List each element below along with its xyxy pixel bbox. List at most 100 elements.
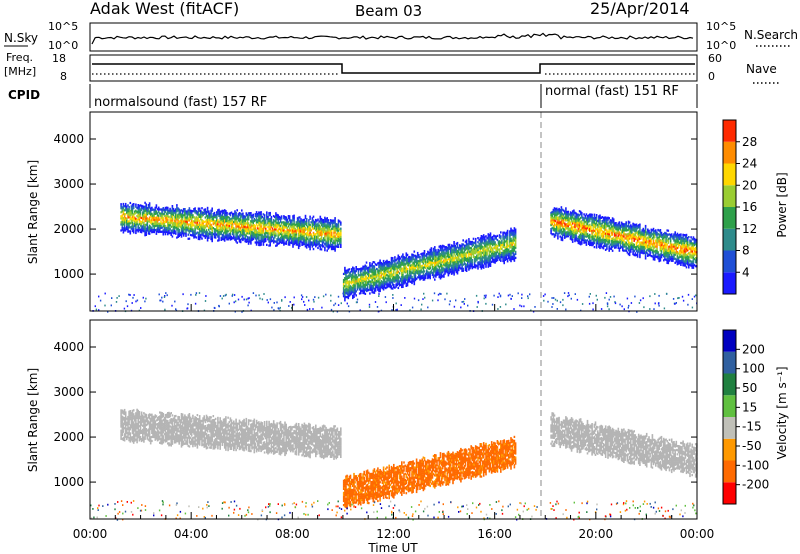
power-echo-cell xyxy=(177,221,179,224)
power-echo-cell xyxy=(340,223,342,226)
power-echo-cell xyxy=(138,227,141,230)
power-echo-cell xyxy=(189,215,192,218)
power-echo-cell xyxy=(200,217,202,221)
power-echo-cell xyxy=(506,242,509,245)
nave-right-tick-top: 60 xyxy=(708,52,722,65)
power-echo-cell xyxy=(220,226,223,229)
power-echo-cell xyxy=(220,238,223,241)
power-echo-cell xyxy=(157,218,160,221)
power-echo-cell xyxy=(124,205,127,208)
power-echo-cell xyxy=(160,222,162,225)
power-echo-cell xyxy=(340,237,342,240)
power-echo-cell xyxy=(153,218,155,221)
power-echo-cell xyxy=(468,238,470,241)
power-echo-cell xyxy=(309,223,311,226)
power-echo-cell xyxy=(173,221,176,224)
power-echo-cell xyxy=(171,229,174,232)
power-echo-cell xyxy=(163,230,166,234)
power-echo-cell xyxy=(489,234,492,237)
power-echo-cell xyxy=(155,204,158,207)
power-echo-cell xyxy=(164,227,167,230)
power-echo-cell xyxy=(210,223,212,226)
power-echo-cell xyxy=(142,215,144,218)
power-echo-cell xyxy=(209,224,211,227)
power-echo-cell xyxy=(365,261,368,264)
power-echo-cell xyxy=(175,222,177,225)
power-echo-cell xyxy=(369,292,371,295)
power-echo-cell xyxy=(161,214,163,217)
power-echo-cell xyxy=(222,236,225,239)
power-echo-cell xyxy=(419,256,421,259)
power-echo-cell xyxy=(309,215,311,218)
power-echo-cell xyxy=(262,243,265,246)
power-echo-cell xyxy=(218,237,220,240)
power-echo-cell xyxy=(188,211,191,214)
power-echo-cell xyxy=(196,231,199,234)
power-echo-cell xyxy=(162,233,165,236)
power-echo-cell xyxy=(124,209,127,212)
power-echo-cell xyxy=(186,222,188,225)
power-echo-cell xyxy=(340,231,342,234)
power-echo-cell xyxy=(176,210,178,213)
power-echo-cell xyxy=(173,227,176,230)
power-echo-cell xyxy=(189,225,192,228)
power-echo-cell xyxy=(217,229,219,232)
power-echo-cell xyxy=(185,228,187,231)
power-echo-cell xyxy=(152,228,154,231)
power-echo-cell xyxy=(190,209,193,213)
power-echo-cell xyxy=(175,214,177,217)
noise-panel: N.Sky 10^5 10^0 10^5 10^0 N.Search xyxy=(4,20,798,52)
power-echo-cell xyxy=(120,221,122,224)
power-echo-cell xyxy=(181,226,184,229)
power-echo-cell xyxy=(182,210,185,213)
power-echo-cell xyxy=(205,215,208,218)
power-echo-cell xyxy=(474,242,477,245)
power-echo-cell xyxy=(123,215,126,218)
power-echo-cell xyxy=(496,259,499,262)
power-echo-cell xyxy=(233,233,235,236)
power-echo-cell xyxy=(461,245,463,248)
power-echo-cell xyxy=(321,233,324,236)
power-echo-cell xyxy=(180,223,183,226)
power-echo-cell xyxy=(184,224,186,227)
power-echo-cell xyxy=(465,267,468,270)
power-echo-cell xyxy=(356,276,359,279)
power-echo-cell xyxy=(195,220,198,223)
power-echo-cell xyxy=(131,219,134,222)
power-echo-cell xyxy=(131,213,134,216)
power-echo-cell xyxy=(223,231,226,234)
power-echo-cell xyxy=(202,212,204,215)
power-echo-cell xyxy=(595,214,598,217)
power-echo-cell xyxy=(144,226,146,229)
power-echo-cell xyxy=(147,220,150,223)
power-echo-cell xyxy=(154,218,157,222)
power-echo-cell xyxy=(131,229,134,233)
power-echo-cell xyxy=(211,231,213,235)
power-echo-cell xyxy=(144,219,146,223)
power-echo-cell xyxy=(120,217,122,220)
power-echo-cell xyxy=(202,228,204,231)
power-echo-cell xyxy=(236,209,238,212)
power-echo-cell xyxy=(285,216,287,219)
power-echo-cell xyxy=(198,213,201,216)
power-echo-cell xyxy=(221,209,224,212)
power-echo-cell xyxy=(161,226,163,229)
power-echo-cell xyxy=(131,217,134,220)
power-echo-cell xyxy=(130,209,133,212)
power-echo-cell xyxy=(334,219,336,222)
power-echo-cell xyxy=(180,225,183,228)
power-echo-cell xyxy=(204,224,207,227)
power-echo-cell xyxy=(348,268,351,271)
power-echo-cell xyxy=(228,224,231,228)
power-echo-cell xyxy=(221,217,224,220)
power-echo-cell xyxy=(153,222,155,226)
power-echo-cell xyxy=(219,228,221,232)
power-echo-cell xyxy=(202,222,204,225)
nave-right-tick-bottom: 0 xyxy=(708,70,715,83)
power-echo-cell xyxy=(364,292,367,295)
power-echo-cell xyxy=(573,209,575,212)
power-echo-cell xyxy=(135,205,137,208)
power-echo-cell xyxy=(170,231,172,234)
power-echo-cell xyxy=(178,210,180,213)
power-echo-cell xyxy=(489,264,492,267)
